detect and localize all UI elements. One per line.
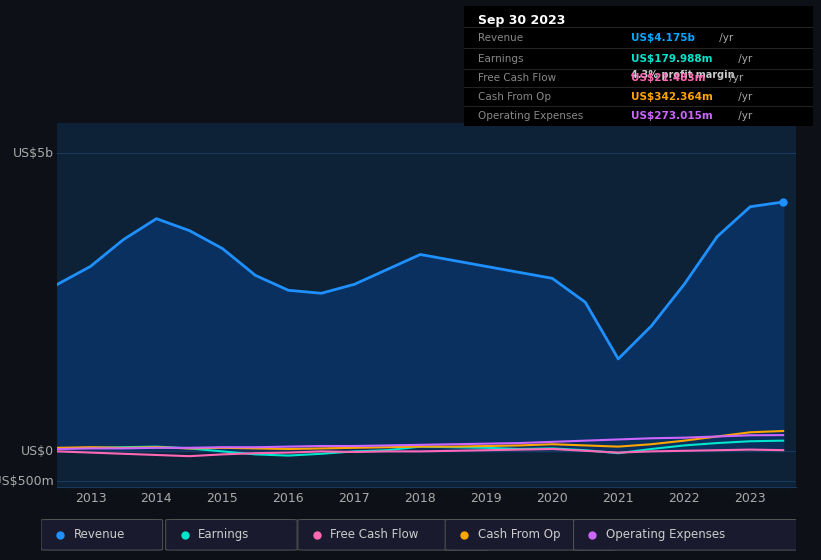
Text: US$21.483m: US$21.483m (631, 73, 706, 83)
Text: US$342.364m: US$342.364m (631, 91, 713, 101)
Text: Free Cash Flow: Free Cash Flow (478, 73, 556, 83)
Text: /yr: /yr (726, 73, 743, 83)
Text: US$179.988m: US$179.988m (631, 54, 713, 64)
Text: Revenue: Revenue (478, 32, 523, 43)
Text: /yr: /yr (716, 32, 733, 43)
Text: US$4.175b: US$4.175b (631, 32, 695, 43)
FancyBboxPatch shape (574, 520, 803, 550)
Text: Operating Expenses: Operating Expenses (606, 528, 725, 542)
Text: /yr: /yr (735, 54, 752, 64)
Text: Cash From Op: Cash From Op (478, 91, 551, 101)
FancyBboxPatch shape (298, 520, 488, 550)
Text: 4.3% profit margin: 4.3% profit margin (631, 70, 735, 80)
FancyBboxPatch shape (166, 520, 297, 550)
FancyBboxPatch shape (445, 520, 616, 550)
Text: US$5b: US$5b (13, 147, 54, 160)
Text: Revenue: Revenue (74, 528, 125, 542)
Text: US$0: US$0 (21, 445, 54, 458)
FancyBboxPatch shape (41, 520, 163, 550)
Text: Cash From Op: Cash From Op (478, 528, 560, 542)
Text: Sep 30 2023: Sep 30 2023 (478, 14, 565, 27)
Text: /yr: /yr (735, 111, 752, 121)
Text: Free Cash Flow: Free Cash Flow (330, 528, 419, 542)
Text: Earnings: Earnings (198, 528, 250, 542)
Text: -US$500m: -US$500m (0, 475, 54, 488)
Text: Earnings: Earnings (478, 54, 523, 64)
Text: US$273.015m: US$273.015m (631, 111, 713, 121)
Text: Operating Expenses: Operating Expenses (478, 111, 583, 121)
Text: /yr: /yr (735, 91, 752, 101)
